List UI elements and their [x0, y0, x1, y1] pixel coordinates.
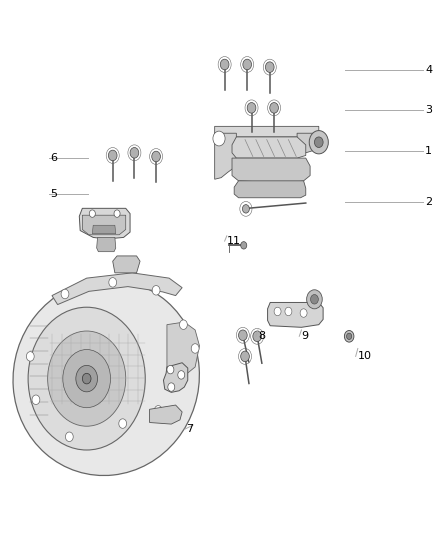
Text: 11: 11 — [227, 236, 241, 246]
Circle shape — [241, 351, 249, 362]
Circle shape — [300, 309, 307, 317]
Circle shape — [130, 148, 139, 158]
Polygon shape — [150, 405, 182, 424]
Text: 8: 8 — [258, 332, 265, 341]
Circle shape — [213, 131, 225, 146]
Circle shape — [26, 352, 34, 361]
Text: 2: 2 — [425, 197, 432, 207]
Circle shape — [307, 290, 322, 309]
Circle shape — [167, 366, 174, 374]
Circle shape — [180, 320, 187, 329]
Circle shape — [220, 59, 229, 70]
Circle shape — [48, 331, 126, 426]
Text: 6: 6 — [51, 152, 58, 163]
Circle shape — [109, 278, 117, 287]
Polygon shape — [297, 133, 319, 153]
Circle shape — [242, 205, 249, 213]
Polygon shape — [79, 208, 130, 239]
Circle shape — [152, 286, 160, 295]
Polygon shape — [215, 133, 237, 179]
Text: 7: 7 — [187, 424, 194, 434]
Polygon shape — [52, 273, 182, 304]
Circle shape — [265, 62, 274, 72]
Circle shape — [32, 395, 40, 405]
Circle shape — [253, 331, 261, 342]
Circle shape — [180, 370, 187, 379]
Polygon shape — [232, 137, 306, 158]
Circle shape — [152, 151, 160, 162]
Polygon shape — [167, 322, 199, 378]
Circle shape — [61, 289, 69, 299]
Polygon shape — [163, 363, 188, 392]
Circle shape — [154, 406, 162, 415]
Circle shape — [119, 419, 127, 429]
Text: 5: 5 — [51, 189, 58, 198]
Circle shape — [76, 366, 98, 392]
Circle shape — [314, 137, 323, 148]
Circle shape — [311, 295, 318, 304]
Circle shape — [247, 102, 256, 113]
Circle shape — [270, 102, 279, 113]
Text: 9: 9 — [301, 332, 308, 341]
Circle shape — [89, 210, 95, 217]
Text: 4: 4 — [425, 65, 432, 75]
Polygon shape — [97, 237, 116, 252]
Circle shape — [309, 131, 328, 154]
Polygon shape — [234, 181, 306, 198]
Circle shape — [28, 307, 145, 450]
Circle shape — [65, 432, 73, 441]
Circle shape — [82, 373, 91, 384]
Polygon shape — [113, 256, 140, 273]
Circle shape — [346, 333, 352, 340]
Circle shape — [63, 350, 110, 408]
Polygon shape — [82, 215, 126, 235]
Circle shape — [108, 150, 117, 161]
Circle shape — [241, 241, 247, 249]
Polygon shape — [268, 302, 323, 327]
Circle shape — [168, 383, 175, 391]
Circle shape — [344, 330, 354, 342]
Text: 10: 10 — [358, 351, 372, 361]
Circle shape — [239, 330, 247, 341]
Polygon shape — [232, 158, 310, 183]
Polygon shape — [92, 225, 116, 233]
Circle shape — [274, 307, 281, 316]
Ellipse shape — [13, 280, 199, 475]
Circle shape — [114, 210, 120, 217]
Circle shape — [285, 307, 292, 316]
Polygon shape — [215, 126, 319, 137]
Circle shape — [191, 344, 199, 353]
Circle shape — [243, 59, 251, 70]
Text: 1: 1 — [425, 146, 432, 156]
Circle shape — [178, 370, 185, 379]
Text: 3: 3 — [425, 105, 432, 115]
